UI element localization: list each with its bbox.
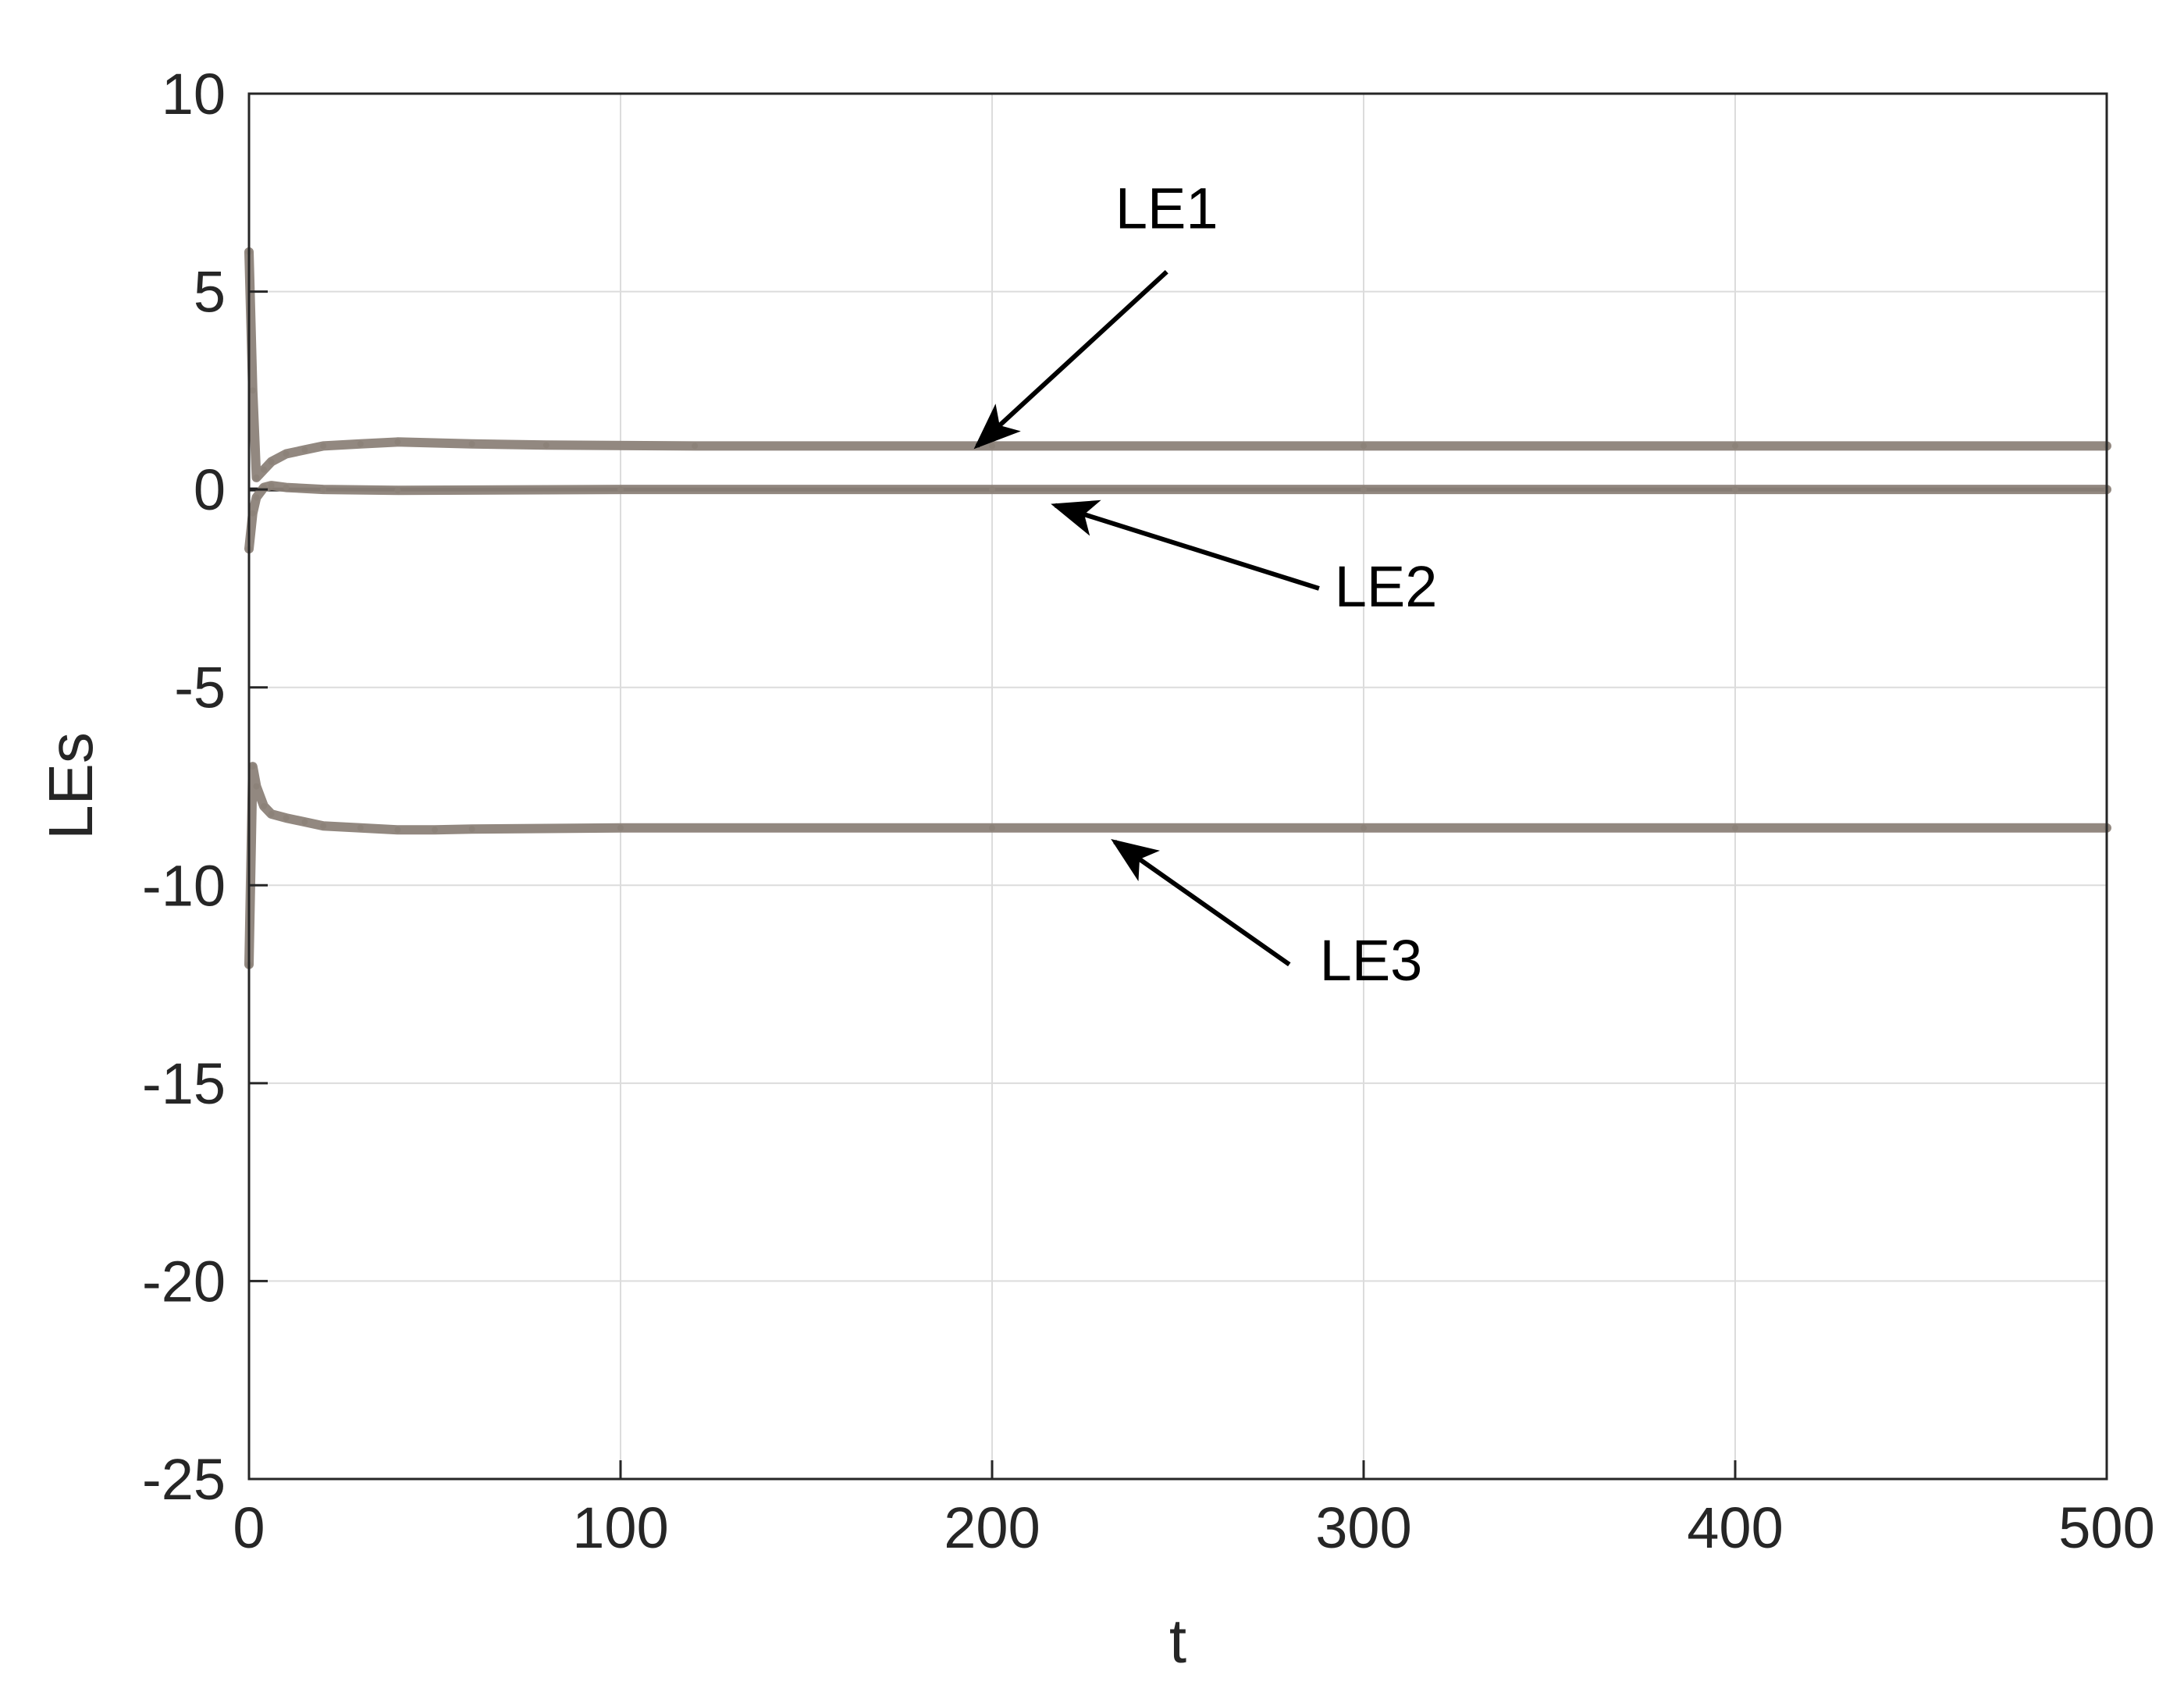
y-tick-label: 10: [162, 62, 226, 126]
x-tick-label: 200: [944, 1495, 1040, 1560]
ticks-layer: 0 100 200 300 400 500 10 5 0 -5 -10 -15 -20 -25: [142, 62, 2155, 1560]
data-point-le2: [268, 482, 275, 489]
data-point-le1: [249, 387, 256, 394]
annotations-layer: LE1 LE2 LE3: [973, 176, 1438, 993]
annotation-arrow-le3: [1111, 839, 1291, 967]
data-point-le1: [283, 450, 290, 457]
data-point-le1: [394, 439, 401, 446]
x-tick-label: 100: [572, 1495, 668, 1560]
data-point-le2: [617, 486, 624, 493]
data-point-le1: [468, 440, 475, 447]
data-point-le2: [253, 494, 260, 501]
data-point-le3: [468, 826, 475, 833]
data-point-le3: [1361, 824, 1367, 831]
data-point-le3: [617, 824, 624, 831]
data-point-le2: [1732, 486, 1738, 493]
annotation-arrow-le2: [1051, 500, 1320, 591]
data-point-le3: [301, 819, 308, 826]
data-point-le3: [268, 811, 275, 817]
y-tick-label: 0: [194, 457, 226, 522]
data-point-le1: [1732, 443, 1738, 450]
data-point-le3: [989, 824, 995, 831]
data-point-le3: [249, 763, 256, 770]
x-axis-label: t: [1169, 1606, 1186, 1676]
y-tick-label: -10: [142, 853, 226, 918]
y-tick-label: -5: [174, 656, 226, 720]
data-point-le1: [542, 442, 550, 449]
data-point-le1: [357, 440, 364, 447]
data-point-le1: [268, 458, 275, 465]
data-point-le2: [1361, 486, 1367, 493]
x-tick-label: 500: [2058, 1495, 2154, 1560]
data-point-le1: [1361, 443, 1367, 450]
y-tick-label: -15: [142, 1051, 226, 1116]
data-point-le3: [283, 815, 290, 822]
y-tick-label: 5: [194, 260, 226, 325]
data-point-le3: [1732, 824, 1738, 831]
data-point-le1: [989, 443, 995, 450]
plot-background: [249, 94, 2107, 1479]
annotation-label-le1: LE1: [1115, 176, 1218, 240]
data-point-le2: [249, 510, 256, 517]
data-point-le3: [320, 823, 327, 830]
x-tick-label: 400: [1687, 1495, 1783, 1560]
x-tick-label: 300: [1315, 1495, 1411, 1560]
axes-box: [247, 92, 2108, 1481]
data-point-le3: [261, 802, 268, 809]
annotation-arrow-le1: [973, 270, 1168, 450]
data-point-le1: [261, 466, 268, 473]
data-point-le1: [320, 443, 327, 450]
data-point-le3: [253, 783, 260, 790]
data-point-le3: [432, 827, 438, 834]
x-tick-label: 0: [233, 1495, 265, 1560]
annotation-label-le2: LE2: [1335, 554, 1438, 619]
data-point-le1: [692, 443, 699, 450]
data-point-le3: [394, 827, 401, 834]
y-tick-label: -25: [142, 1447, 226, 1512]
data-point-le1: [301, 446, 308, 453]
annotation-label-le3: LE3: [1320, 928, 1423, 993]
y-axis-label: LEs: [36, 732, 105, 840]
series-layer: [244, 247, 2111, 969]
data-point-le2: [394, 487, 401, 494]
y-tick-label: -20: [142, 1249, 226, 1314]
data-point-le2: [989, 486, 995, 493]
data-point-le1: [253, 474, 260, 481]
data-point-le3: [357, 824, 364, 831]
data-point-le2: [283, 484, 290, 491]
data-point-le2: [320, 486, 327, 493]
